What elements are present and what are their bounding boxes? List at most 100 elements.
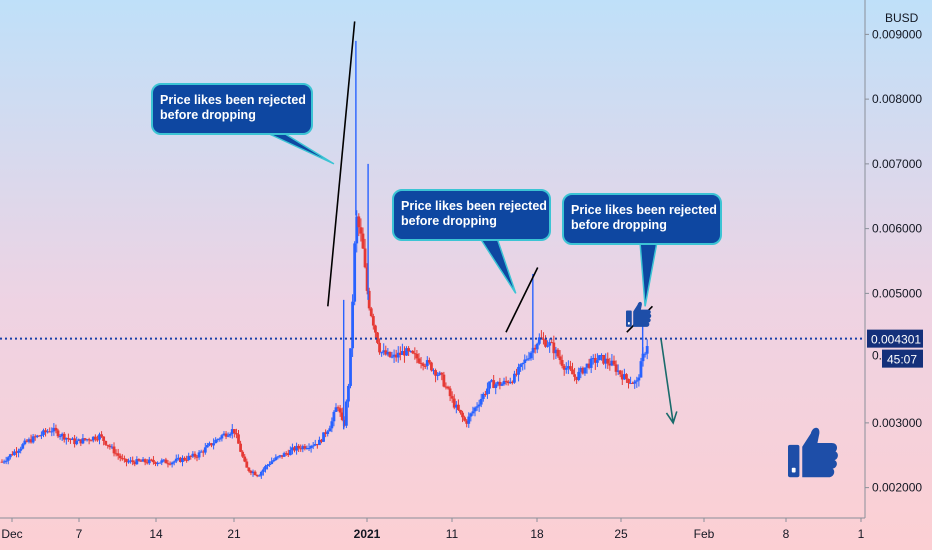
candle-down: [627, 378, 630, 384]
candle-down: [243, 456, 247, 462]
candle-up: [64, 437, 68, 440]
x-tick-label: 2021: [354, 527, 381, 541]
candle-up: [17, 450, 20, 453]
candle-up: [519, 364, 523, 367]
candle-down: [118, 455, 122, 459]
candle-up: [589, 358, 593, 368]
thumb-cuff: [626, 310, 632, 327]
candle-down: [89, 440, 93, 442]
candle-up: [71, 438, 74, 440]
candle-up: [46, 431, 50, 433]
callout-box: [151, 83, 313, 135]
candle-down: [461, 412, 464, 418]
callout-text-line2: before dropping: [401, 214, 497, 228]
candle-up: [218, 438, 222, 440]
candle-up: [583, 367, 587, 374]
candle-down: [575, 376, 579, 380]
candle-up: [635, 380, 639, 382]
candle-down: [394, 354, 398, 358]
forecast-arrow[interactable]: [660, 338, 674, 423]
candle-up: [467, 416, 471, 424]
candle-down: [376, 332, 379, 343]
candle-up: [191, 453, 195, 457]
thumb-cuff-dot: [791, 467, 796, 473]
candle-down: [515, 373, 518, 375]
candle-up: [328, 428, 332, 432]
price-axis-ticks[interactable]: 0.009000 0.008000 0.007000 0.006000 0.005000…: [865, 27, 922, 495]
trend-line[interactable]: [327, 21, 356, 307]
trend-line[interactable]: [505, 267, 539, 333]
candle-up: [162, 459, 166, 461]
candle-down: [73, 438, 77, 445]
candle-down: [37, 435, 41, 437]
candle-down: [593, 358, 597, 363]
candle-down: [247, 467, 251, 472]
candle-up: [425, 360, 429, 366]
candle-up: [349, 348, 352, 386]
candle-up: [521, 362, 525, 365]
candle-down: [54, 427, 58, 431]
candle-down: [93, 436, 97, 440]
candle-up: [396, 352, 400, 358]
candle-up: [639, 361, 643, 378]
candle-up: [436, 374, 440, 376]
candle-up: [288, 450, 292, 456]
candle-up: [230, 429, 234, 434]
candle-down: [498, 381, 502, 386]
candle-down: [224, 433, 228, 437]
candle-down: [450, 396, 454, 399]
callout-box: [392, 189, 551, 241]
candle-up: [23, 440, 27, 445]
candle-down: [0, 461, 4, 463]
candle-down: [398, 352, 402, 355]
candle-up: [276, 456, 280, 458]
candle-down: [112, 446, 116, 454]
candle-down: [459, 409, 462, 413]
candle-up: [261, 469, 265, 472]
candle-down: [560, 360, 564, 366]
time-axis-ticks[interactable]: Dec 7 14 21 2021 11 18 25 Feb 8 1: [1, 518, 865, 541]
thumbs-up-icon: [626, 301, 652, 327]
candle-up: [307, 448, 311, 450]
candle-down: [324, 432, 328, 434]
candle-up: [616, 370, 620, 372]
candle-up: [633, 381, 637, 384]
candle-up: [21, 444, 25, 449]
candle-down: [102, 436, 106, 441]
candle-down: [442, 374, 446, 387]
candle-up: [216, 439, 220, 441]
candle-up: [129, 460, 133, 462]
icons: [626, 301, 838, 478]
candle-down: [280, 455, 284, 457]
y-tick-label: 0.007000: [872, 157, 922, 171]
countdown-badge: [882, 349, 923, 368]
candle-down: [602, 355, 606, 364]
candle-up: [392, 354, 396, 357]
candle-down: [10, 454, 14, 456]
candle-down: [168, 463, 172, 465]
candle-up: [58, 436, 62, 438]
candle-up: [278, 455, 282, 457]
candle-up: [60, 433, 64, 437]
candle-up: [52, 427, 56, 432]
candle-up: [595, 360, 599, 363]
candle-up: [158, 462, 162, 464]
candle-down: [423, 365, 427, 367]
candle-down: [239, 443, 242, 452]
candle-up: [548, 342, 552, 346]
candle-up: [8, 454, 12, 458]
candle-up: [577, 371, 581, 380]
candle-down: [384, 350, 388, 355]
candle-up: [513, 373, 516, 383]
candle-up: [494, 384, 498, 388]
candle-down: [378, 342, 381, 353]
candle-up: [523, 359, 527, 363]
candle-up: [326, 431, 330, 434]
candle-down: [359, 227, 363, 234]
candle-down: [96, 439, 99, 441]
candle-down: [145, 462, 149, 464]
candle-up: [6, 457, 10, 461]
